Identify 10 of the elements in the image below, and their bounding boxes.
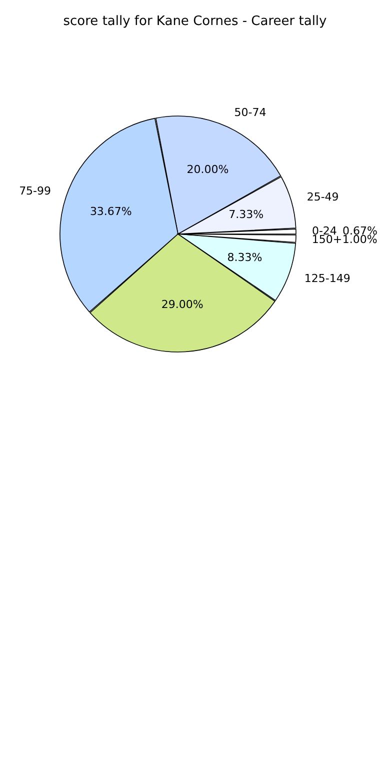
slice-label: 75-99 [19, 184, 52, 198]
data-label: 29.00% [161, 298, 204, 312]
slice-label: 50-74 [234, 106, 266, 119]
data-label: 33.67% [90, 204, 132, 218]
data-label: 20.00% [186, 163, 229, 176]
data-label: 7.33% [228, 208, 264, 222]
chart-title: score tally for Kane Cornes - Career tally [62, 14, 328, 29]
data-label: 8.33% [227, 251, 262, 264]
slice-label: 25-49 [306, 190, 339, 204]
slice-label: 125-149 [304, 272, 350, 286]
